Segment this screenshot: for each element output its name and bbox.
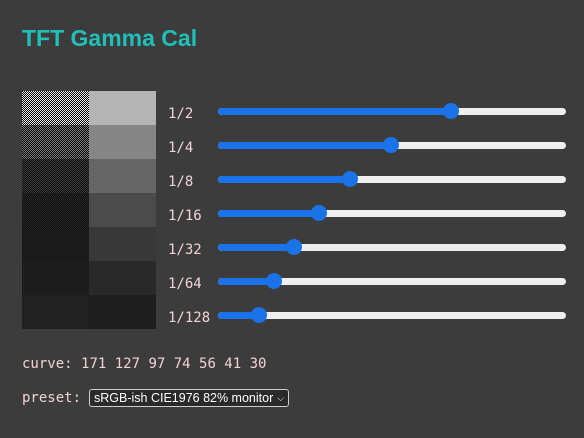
slider-fill [218,142,391,149]
fraction-label: 1/2 [168,106,193,122]
fraction-label: 1/8 [168,174,193,190]
slider-fill [218,176,350,183]
preset-label: preset: [22,390,81,406]
page-title: TFT Gamma Cal [22,25,197,52]
solid-gray-patch [89,261,156,295]
curve-readout: curve: 171 127 97 74 56 41 30 [22,356,266,372]
gamma-slider[interactable] [218,137,566,153]
gamma-patches [22,91,156,333]
patch-row [22,91,156,125]
slider-fill [218,244,294,251]
slider-track[interactable] [218,244,566,251]
slider-thumb[interactable] [266,273,282,289]
slider-track[interactable] [218,210,566,217]
dither-patch [22,91,89,125]
dither-patch [22,261,89,295]
patch-row [22,193,156,227]
gamma-slider[interactable] [218,171,566,187]
dither-patch [22,159,89,193]
slider-thumb[interactable] [311,205,327,221]
patch-row [22,159,156,193]
slider-fill [218,108,451,115]
dither-patch [22,125,89,159]
slider-track[interactable] [218,108,566,115]
fraction-label: 1/4 [168,140,193,156]
slider-thumb[interactable] [443,103,459,119]
dither-patch [22,193,89,227]
gamma-slider[interactable] [218,103,566,119]
gamma-slider[interactable] [218,307,566,323]
fraction-label: 1/64 [168,276,202,292]
patch-row [22,261,156,295]
solid-gray-patch [89,91,156,125]
patch-row [22,227,156,261]
gamma-slider[interactable] [218,273,566,289]
gamma-slider[interactable] [218,239,566,255]
solid-gray-patch [89,193,156,227]
patch-row [22,295,156,329]
fraction-label: 1/16 [168,208,202,224]
curve-values: 171 127 97 74 56 41 30 [81,356,266,372]
slider-fill [218,210,319,217]
slider-thumb[interactable] [342,171,358,187]
solid-gray-patch [89,227,156,261]
gamma-slider[interactable] [218,205,566,221]
solid-gray-patch [89,295,156,329]
solid-gray-patch [89,125,156,159]
patch-row [22,125,156,159]
chevron-down-icon: ⌵ [277,390,284,406]
preset-select[interactable]: sRGB-ish CIE1976 82% monitor ⌵ [89,389,289,407]
slider-thumb[interactable] [383,137,399,153]
slider-thumb[interactable] [251,307,267,323]
dither-patch [22,227,89,261]
slider-track[interactable] [218,176,566,183]
fraction-label: 1/128 [168,310,210,326]
curve-label: curve: [22,356,73,372]
slider-thumb[interactable] [286,239,302,255]
dither-patch [22,295,89,329]
preset-selected-value: sRGB-ish CIE1976 82% monitor [94,390,273,406]
fraction-label: 1/32 [168,242,202,258]
slider-track[interactable] [218,312,566,319]
solid-gray-patch [89,159,156,193]
